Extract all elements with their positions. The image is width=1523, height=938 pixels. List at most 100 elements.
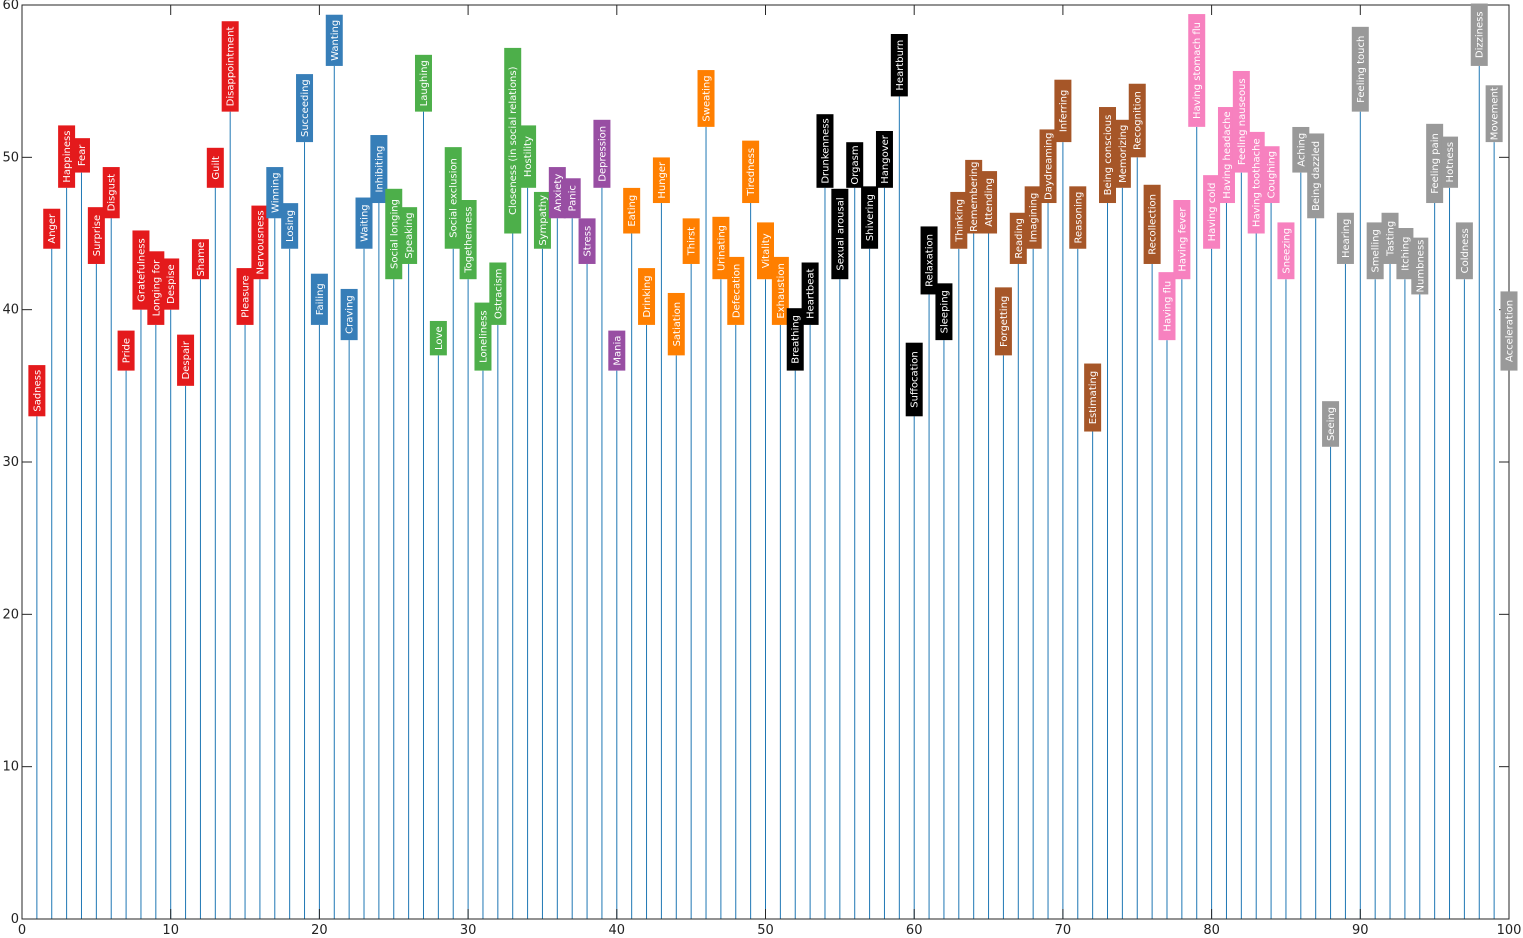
bar-label-box	[697, 70, 715, 127]
bar-label-text: Reading	[1014, 218, 1025, 259]
bar-label-text: Being dazzled	[1311, 141, 1322, 211]
x-tick-label: 60	[906, 923, 923, 938]
bar-label-box	[1396, 228, 1414, 280]
bar-label-box	[459, 200, 477, 280]
bar-label-box	[1217, 107, 1235, 204]
bar-label-box	[1203, 175, 1221, 249]
bar-label-box	[355, 197, 373, 249]
bar-label-text: Disappointment	[226, 26, 237, 106]
bar-label-box	[72, 138, 90, 173]
bar-label-box	[980, 171, 998, 234]
bar-label-text: Dizziness	[1475, 11, 1486, 58]
bar-label-box	[281, 203, 299, 249]
bar-label-box	[385, 188, 403, 280]
bar-label-box	[801, 262, 819, 325]
x-tick-label: 20	[311, 923, 328, 938]
bar-label-box	[221, 21, 239, 112]
bar-label: Mania	[608, 330, 626, 371]
bar-label: Dizziness	[1470, 3, 1488, 66]
bar-label-text: Recollection	[1148, 194, 1159, 255]
bar-label: Disappointment	[221, 21, 239, 112]
bar-label: Itching	[1396, 228, 1414, 280]
bar-label-box	[1322, 401, 1340, 447]
bar-label-box	[43, 208, 61, 249]
bar-label-text: Guilt	[211, 156, 222, 180]
bar-label: Forgetting	[994, 287, 1012, 356]
y-tick-label: 10	[2, 760, 19, 775]
bar-label-box	[890, 34, 908, 97]
bar-label-box	[147, 251, 165, 325]
bar-label-text: Happiness	[62, 131, 73, 183]
bar-label-text: Panic	[568, 185, 579, 211]
bar-label-box	[563, 178, 581, 219]
labels-layer: Sadness Anger Happiness Fear Surprise Disgust…	[28, 3, 1518, 447]
bar-label-text: Inferring	[1058, 90, 1069, 132]
bar-label-box	[1351, 26, 1369, 112]
bar-label-text: Anger	[47, 213, 58, 244]
bar-label-text: Drinking	[642, 275, 653, 317]
bar-label-box	[177, 334, 195, 386]
bar-label: Suffocation	[905, 342, 923, 417]
bar-label-box	[757, 222, 774, 280]
bar-label-text: Shivering	[865, 194, 876, 241]
bar-label: Depression	[593, 119, 611, 188]
bar-label-text: Feeling nauseous	[1237, 78, 1248, 165]
bar-label-box	[638, 268, 656, 325]
bar-label-text: Closeness (in social relations)	[508, 66, 519, 215]
bar-label: Acceleration	[1500, 291, 1518, 371]
bar-label: Sneezing	[1277, 222, 1295, 280]
bar-label: Craving	[340, 288, 358, 341]
bar-label-box	[1336, 212, 1354, 264]
bar-label-box	[994, 287, 1012, 356]
bar-label-text: Having flu	[1162, 281, 1173, 332]
bar-label: Closeness (in social relations)	[504, 47, 522, 234]
bar-label: Ostracism	[489, 262, 507, 325]
bar-label: Despise	[162, 258, 180, 310]
bar-label-box	[608, 330, 626, 371]
bar-label: Hostility	[519, 125, 537, 188]
bar-label-box	[712, 216, 730, 280]
bar-label-text: Having cold	[1207, 182, 1218, 241]
bar-label-text: Memorizing	[1118, 125, 1129, 183]
bar-label: Panic	[563, 178, 581, 219]
x-tick-label: 10	[162, 923, 179, 938]
bar-label-box	[1054, 79, 1072, 143]
bar-label: Recollection	[1143, 184, 1161, 264]
bar-label: Drinking	[638, 268, 656, 325]
bar-label-text: Exhaustion	[776, 263, 787, 318]
bar-label-box	[519, 125, 537, 188]
bar-label-box	[935, 283, 953, 341]
bar-label-text: Despise	[166, 264, 177, 304]
bar-label-text: Eating	[627, 195, 638, 227]
bar-label-text: Having headache	[1222, 111, 1233, 198]
bar-label-text: Sweating	[702, 75, 713, 121]
bar-label-text: Forgetting	[999, 296, 1010, 347]
bar-label: Speaking	[400, 207, 418, 264]
bar-label-box	[1188, 14, 1206, 127]
bar-label-text: Recognition	[1133, 91, 1144, 150]
bar-label: Feeling pain	[1426, 123, 1444, 204]
bar-label-box	[251, 205, 269, 280]
bar-label-text: Aching	[1296, 133, 1307, 167]
bar-label-text: Thinking	[954, 199, 965, 243]
bar-label-text: Having toothache	[1252, 138, 1263, 227]
bar-label-box	[1485, 85, 1503, 143]
bar-label-text: Wanting	[330, 20, 341, 61]
bar-label: Exhaustion	[771, 256, 789, 325]
bar-label-text: Sympathy	[538, 195, 549, 246]
bar-label-box	[340, 288, 358, 341]
bar-label-text: Social longing	[389, 199, 400, 269]
bar-label-box	[1039, 129, 1057, 204]
bar-label-text: Winning	[270, 172, 281, 213]
bar-label-text: Feeling pain	[1430, 133, 1441, 194]
bar-label-box	[1277, 222, 1295, 280]
bar-label-box	[504, 47, 522, 234]
bar-label: Drunkenness	[816, 114, 834, 188]
bar-label: Defecation	[727, 256, 745, 325]
bar-label: Attending	[980, 171, 998, 234]
bar-label-box	[1128, 83, 1146, 158]
bar-label-box	[1426, 123, 1444, 204]
bar-label-text: Coldness	[1460, 228, 1471, 273]
stems-layer	[36, 65, 1510, 919]
bar-label: Fear	[72, 138, 90, 173]
